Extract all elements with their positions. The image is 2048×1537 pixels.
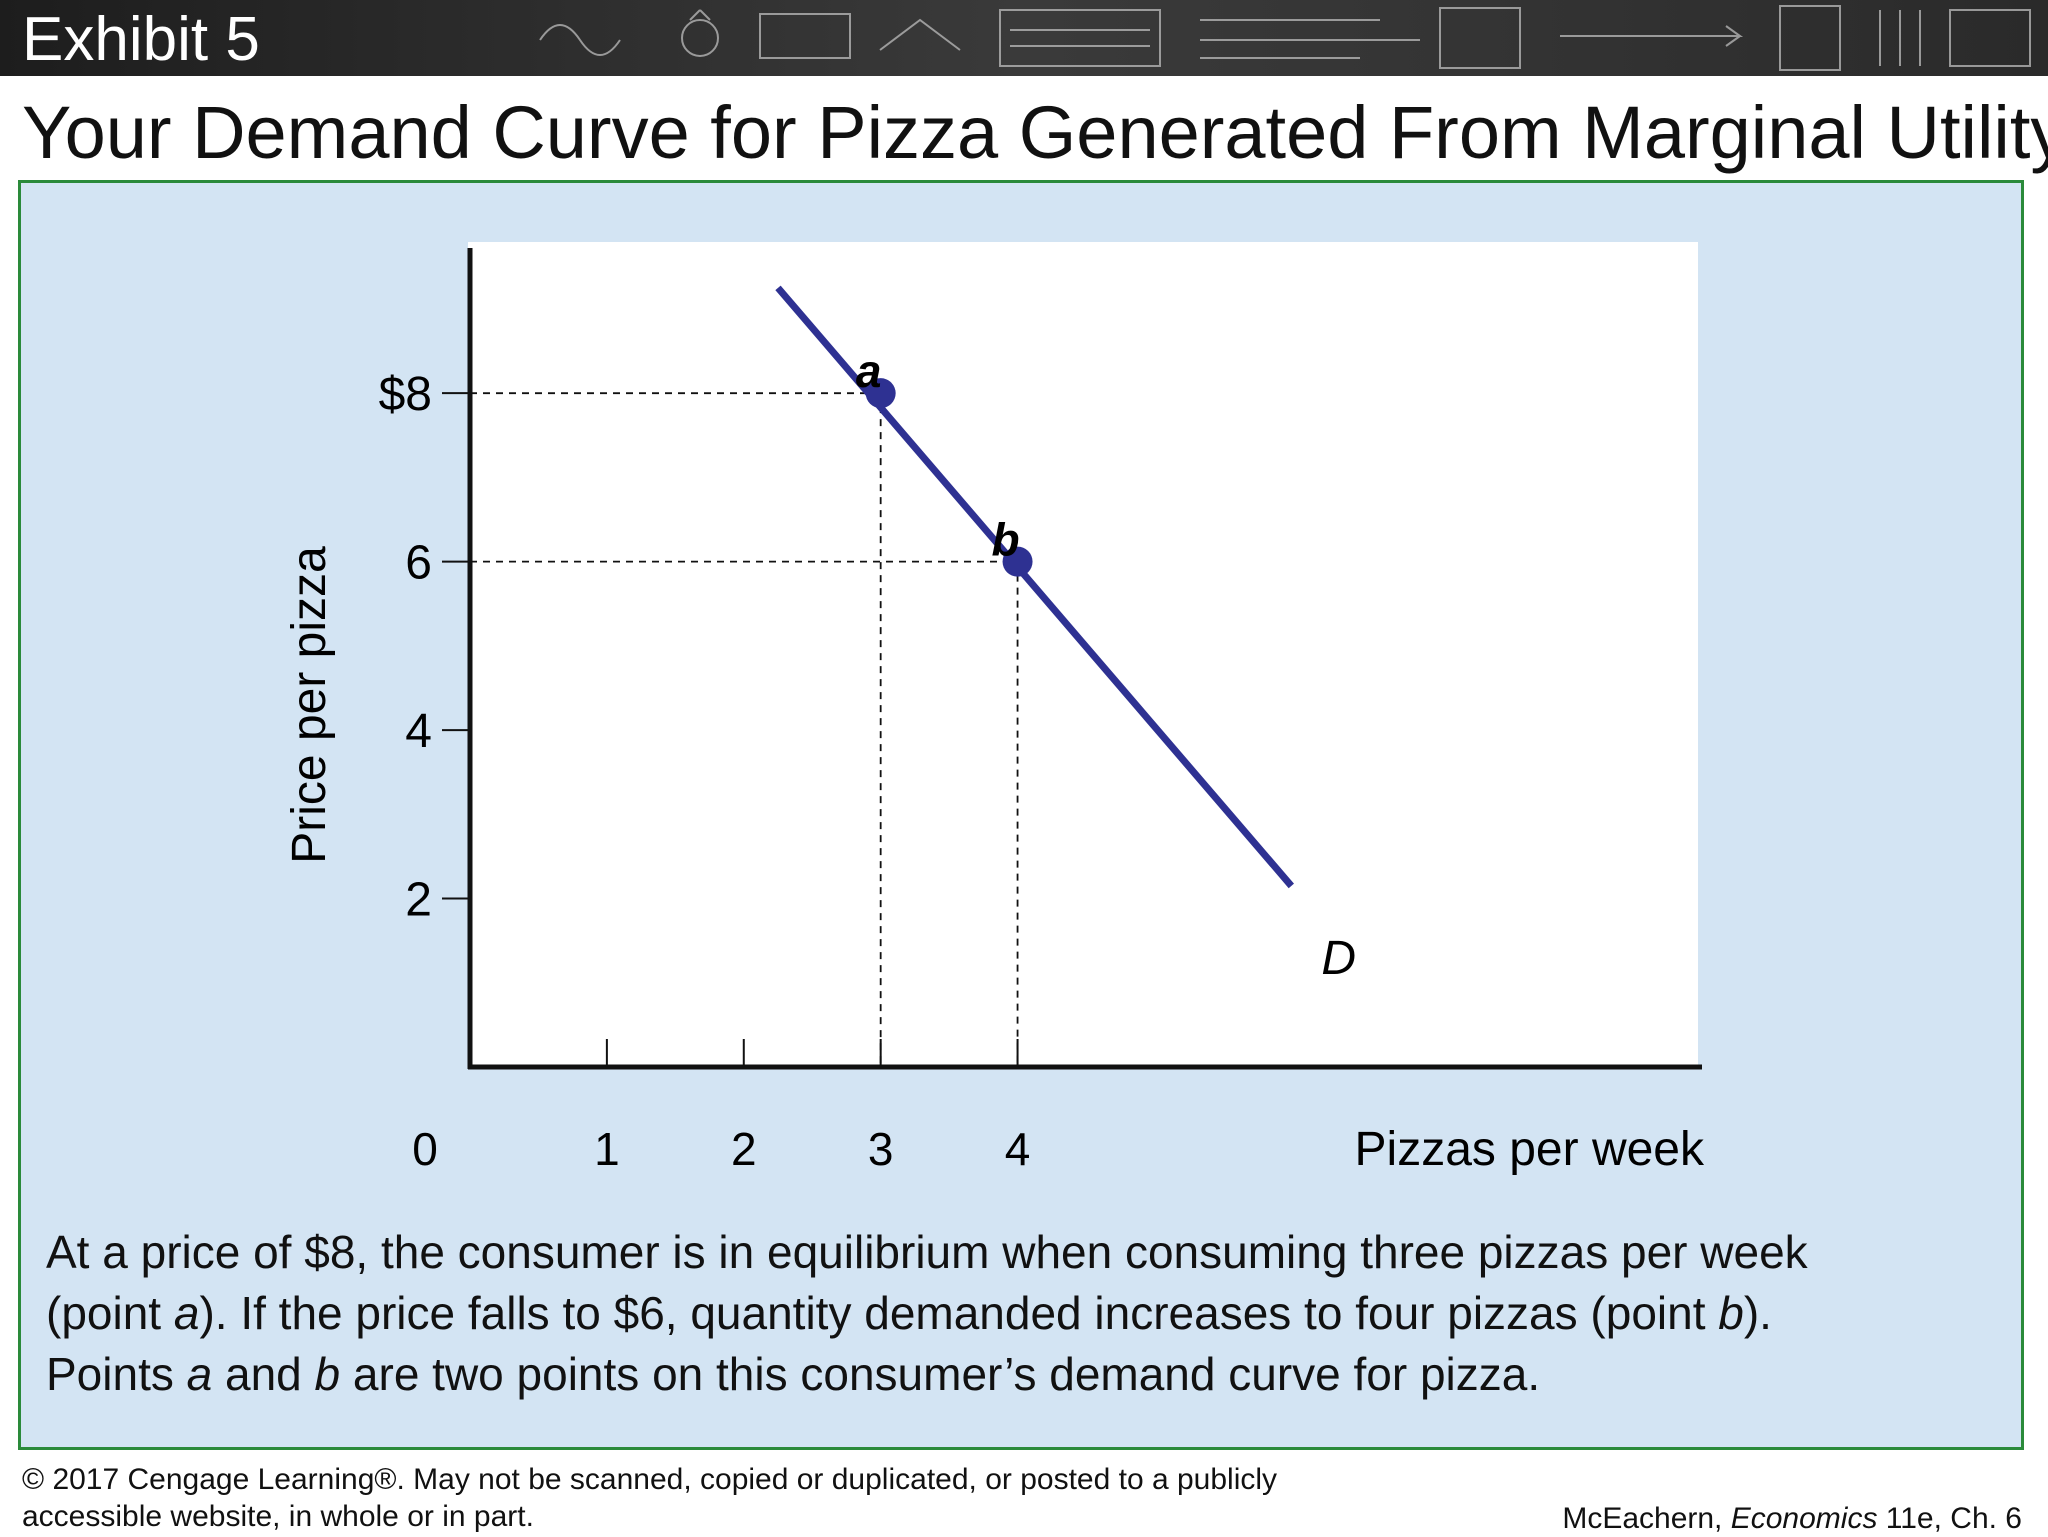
demand-curve-group: D [775,285,1356,985]
x-tick-label: 4 [1005,1123,1031,1175]
x-tick-label: 3 [868,1123,894,1175]
demand-curve-line [775,285,1294,889]
x-ticks: 1 2 3 4 [594,1039,1030,1175]
point-a-marker [865,378,896,409]
header-banner: Exhibit 5 [0,0,2048,76]
point-b-label: b [992,514,1020,566]
x-tick-label: 2 [731,1123,757,1175]
plot-background [468,242,1698,1068]
point-a-label: a [856,345,882,397]
source-book: Economics [1730,1502,1878,1535]
page-title: Your Demand Curve for Pizza Generated Fr… [22,91,2048,174]
caption-point-a: a [173,1287,200,1339]
caption-text: and [212,1348,315,1400]
caption-line-2: (point a). If the price falls to $6, qua… [46,1283,2026,1344]
caption-text: ). If the price falls to $6, quantity de… [199,1287,1719,1339]
source-credit: McEachern, Economics 11e, Ch. 6 [1562,1500,2022,1537]
copyright-notice: © 2017 Cengage Learning®. May not be sca… [22,1461,1422,1535]
caption-line-1: At a price of $8, the consumer is in equ… [46,1226,1808,1278]
caption-point-a: a [186,1348,213,1400]
chalkboard-doodles [539,5,2031,71]
guide-lines [470,392,1019,1067]
copyright-line-2: accessible website, in whole or in part. [22,1500,534,1533]
x-tick-label: 1 [594,1123,620,1175]
source-edition: 11e, Ch. 6 [1877,1502,2022,1535]
x-axis-label: Pizzas per week [1355,1123,1705,1176]
copyright-line-1: © 2017 Cengage Learning®. May not be sca… [22,1463,1278,1496]
caption-line-3: Points a and b are two points on this co… [46,1344,2026,1405]
caption-text: Points [46,1348,187,1400]
y-tick-label: 2 [405,874,432,927]
exhibit-label: Exhibit 5 [22,5,260,74]
y-tick-label: 4 [405,705,432,758]
y-axis-label: Price per pizza [283,546,336,864]
demand-curve-label: D [1321,932,1356,985]
y-tick-label: $8 [379,368,432,421]
caption-text: (point [46,1287,174,1339]
source-author: McEachern, [1562,1502,1731,1535]
y-ticks: 2 4 6 $8 [379,368,470,927]
caption-point-b: b [314,1348,341,1400]
point-b-marker [1002,546,1033,577]
origin-label: 0 [412,1123,438,1175]
y-tick-label: 6 [405,537,432,590]
caption: At a price of $8, the consumer is in equ… [46,1222,2026,1405]
caption-text: are two points on this consumer’s demand… [340,1348,1541,1400]
points-group: ab [856,345,1033,577]
caption-text: ). [1743,1287,1772,1339]
caption-point-b: b [1718,1287,1744,1339]
